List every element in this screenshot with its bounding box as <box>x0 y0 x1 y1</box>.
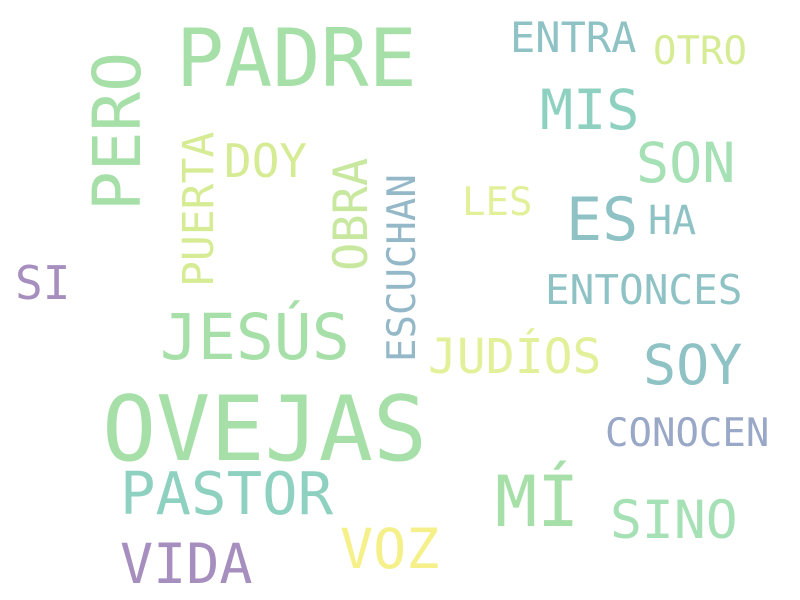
word-es: ES <box>566 185 639 255</box>
word-padre: PADRE <box>176 12 417 105</box>
word-conocen: CONOCEN <box>605 411 770 456</box>
word-pero: PERO <box>79 52 156 211</box>
word-jesus: JESÚS <box>160 301 350 374</box>
word-ha: HA <box>648 198 697 244</box>
word-mi: MÍ <box>495 461 580 543</box>
word-les: LES <box>462 180 533 225</box>
word-sino: SINO <box>610 490 738 551</box>
word-otro: OTRO <box>653 29 747 74</box>
word-doy: DOY <box>224 134 308 188</box>
word-son: SON <box>636 131 736 195</box>
word-si: SI <box>15 256 71 310</box>
word-vida: VIDA <box>120 532 253 596</box>
word-pastor: PASTOR <box>120 459 334 528</box>
word-escuchan: ESCUCHAN <box>380 174 425 362</box>
word-entonces: ENTONCES <box>545 266 743 314</box>
word-mis: MIS <box>540 78 640 142</box>
word-obra: OBRA <box>324 157 379 271</box>
word-ovejas: OVEJAS <box>102 377 428 482</box>
word-judios: JUDÍOS <box>428 329 602 385</box>
word-voz: VOZ <box>340 517 440 581</box>
word-puerta: PUERTA <box>174 131 224 287</box>
word-entra: ENTRA <box>510 13 637 62</box>
word-soy: SOY <box>643 333 743 397</box>
